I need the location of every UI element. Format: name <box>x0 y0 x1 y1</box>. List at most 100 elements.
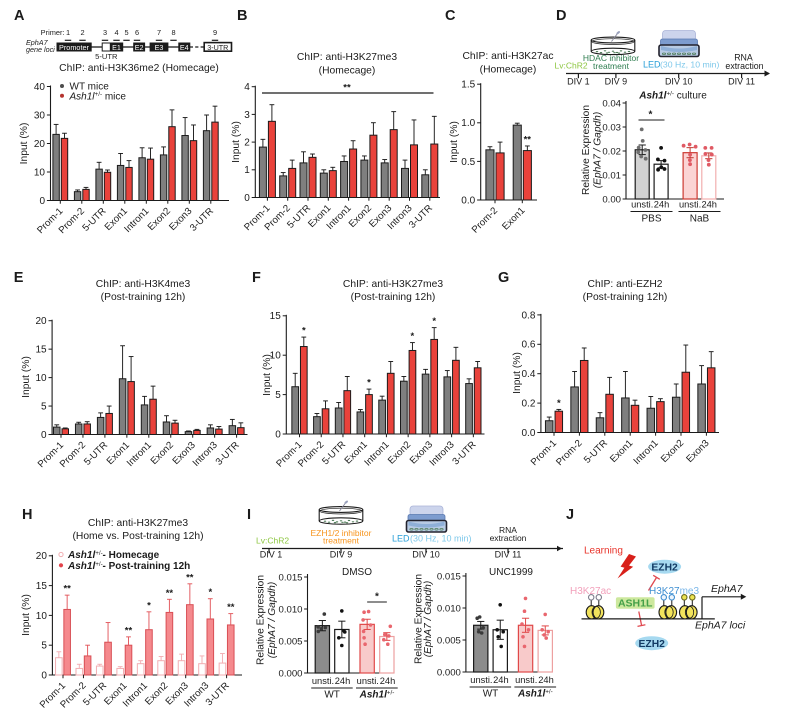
svg-text:3-UTR: 3-UTR <box>207 43 228 52</box>
svg-text:0.005: 0.005 <box>437 635 461 646</box>
svg-text:**: ** <box>166 588 174 599</box>
svg-text:0: 0 <box>41 670 47 681</box>
svg-text:**: ** <box>524 135 532 146</box>
svg-text:0.8: 0.8 <box>521 310 535 321</box>
svg-text:*: * <box>649 110 653 121</box>
svg-text:0.010: 0.010 <box>278 604 302 615</box>
svg-text:Input (%): Input (%) <box>19 123 30 165</box>
svg-text:DIV 9: DIV 9 <box>605 77 628 87</box>
svg-text:EphA7: EphA7 <box>711 583 744 595</box>
svg-text:unsti.: unsti. <box>515 675 537 685</box>
svg-text:2: 2 <box>244 138 250 149</box>
svg-text:*: * <box>147 600 151 611</box>
svg-text:LED: LED <box>643 60 661 70</box>
svg-text:Learning: Learning <box>584 546 623 557</box>
svg-text:*: * <box>302 326 306 337</box>
svg-text:Promoter: Promoter <box>59 43 90 52</box>
svg-text:EZH2: EZH2 <box>651 562 678 573</box>
svg-text:EphA7: EphA7 <box>26 38 49 47</box>
svg-text:5-UTR: 5-UTR <box>95 52 118 61</box>
svg-text:0.010: 0.010 <box>437 603 461 614</box>
svg-text:(30 Hz, 10 min): (30 Hz, 10 min) <box>660 60 719 70</box>
svg-text:9: 9 <box>213 28 217 37</box>
svg-text:H3K27ac: H3K27ac <box>570 586 611 597</box>
svg-text:EZH1/2 inhibitor: EZH1/2 inhibitor <box>311 528 372 538</box>
svg-text:0.0: 0.0 <box>521 428 535 439</box>
svg-text:(Post-training 12h): (Post-training 12h) <box>101 292 186 303</box>
svg-text:**: ** <box>343 83 351 94</box>
svg-text:DIV 9: DIV 9 <box>330 550 353 560</box>
svg-text:4: 4 <box>114 28 118 37</box>
svg-text:(30 Hz, 10 min): (30 Hz, 10 min) <box>410 534 472 544</box>
svg-text:ChIP: anti-EZH2: ChIP: anti-EZH2 <box>588 279 663 290</box>
svg-text:6: 6 <box>135 28 139 37</box>
svg-text:1: 1 <box>244 165 250 176</box>
svg-text:DMSO: DMSO <box>342 567 372 578</box>
svg-text:NaB: NaB <box>690 214 710 225</box>
svg-text:5: 5 <box>275 390 281 401</box>
svg-text:20: 20 <box>34 139 46 150</box>
svg-text:DIV 10: DIV 10 <box>412 550 440 560</box>
svg-text:5: 5 <box>41 641 47 652</box>
svg-text:gene loci: gene loci <box>26 45 55 54</box>
svg-text:HDAC inhibitor: HDAC inhibitor <box>583 53 639 63</box>
svg-text:(Post-training 12h): (Post-training 12h) <box>351 292 436 303</box>
svg-text:30: 30 <box>34 110 46 121</box>
svg-text:(Home vs. Post-training 12h): (Home vs. Post-training 12h) <box>72 531 203 542</box>
svg-text:**: ** <box>186 572 194 583</box>
svg-text:0.00: 0.00 <box>602 194 621 205</box>
svg-text:5: 5 <box>124 28 128 37</box>
svg-text:unsti.: unsti. <box>631 200 653 210</box>
svg-text:0.000: 0.000 <box>278 668 302 679</box>
svg-text:15: 15 <box>270 311 282 322</box>
svg-text:DIV 11: DIV 11 <box>728 77 755 87</box>
svg-text:D: D <box>556 8 566 24</box>
svg-text:UNC1999: UNC1999 <box>489 567 533 578</box>
svg-text:Lv:ChR2: Lv:ChR2 <box>555 61 588 71</box>
svg-text:40: 40 <box>34 82 46 93</box>
svg-text:24h: 24h <box>493 675 509 685</box>
svg-text:*: * <box>367 378 371 389</box>
svg-text:*: * <box>557 398 561 409</box>
svg-text:unsti.: unsti. <box>470 675 492 685</box>
svg-text:(EphA7 / Gapdh): (EphA7 / Gapdh) <box>423 581 434 657</box>
svg-text:RNA: RNA <box>499 525 517 535</box>
svg-text:0.01: 0.01 <box>602 170 621 181</box>
svg-text:ASH1L: ASH1L <box>618 598 653 610</box>
svg-text:*: * <box>432 316 436 327</box>
svg-text:*: * <box>375 592 379 603</box>
svg-text:Relative Expression: Relative Expression <box>256 575 267 665</box>
svg-text:0.5: 0.5 <box>461 157 475 168</box>
svg-text:15: 15 <box>36 581 48 592</box>
svg-text:extraction: extraction <box>490 533 527 543</box>
svg-text:E2: E2 <box>135 43 144 52</box>
svg-text:EphA7 loci: EphA7 loci <box>695 620 746 632</box>
svg-text:0.015: 0.015 <box>278 572 302 583</box>
svg-text:24h: 24h <box>335 676 351 686</box>
svg-text:F: F <box>252 270 261 286</box>
svg-text:Input (%): Input (%) <box>231 121 242 163</box>
svg-text:ChIP: anti-H3K27ac: ChIP: anti-H3K27ac <box>462 51 553 62</box>
svg-text:Ash1l+/- culture: Ash1l+/- culture <box>638 90 707 101</box>
svg-text:Input (%): Input (%) <box>262 354 273 396</box>
svg-text:DIV 10: DIV 10 <box>665 77 693 87</box>
svg-text:WT: WT <box>324 690 340 701</box>
svg-text:Input (%): Input (%) <box>21 356 32 398</box>
svg-text:10: 10 <box>34 167 46 178</box>
svg-text:Input (%): Input (%) <box>512 352 523 394</box>
svg-text:WT: WT <box>483 689 499 700</box>
svg-text:24h: 24h <box>654 200 670 210</box>
svg-text:24h: 24h <box>380 676 396 686</box>
svg-text:0: 0 <box>244 193 250 204</box>
svg-text:treatment: treatment <box>593 61 630 71</box>
svg-text:unsti.: unsti. <box>357 676 379 686</box>
svg-text:J: J <box>566 507 574 523</box>
svg-text:(Post-training 12h): (Post-training 12h) <box>583 292 668 303</box>
svg-text:Ash1l+/- mice: Ash1l+/- mice <box>69 91 127 102</box>
svg-text:0.015: 0.015 <box>437 571 461 582</box>
svg-text:A: A <box>14 8 25 24</box>
svg-text:*: * <box>411 331 415 342</box>
svg-text:extraction: extraction <box>725 61 763 71</box>
svg-text:Lv:ChR2: Lv:ChR2 <box>256 536 289 546</box>
svg-text:PBS: PBS <box>641 214 661 225</box>
